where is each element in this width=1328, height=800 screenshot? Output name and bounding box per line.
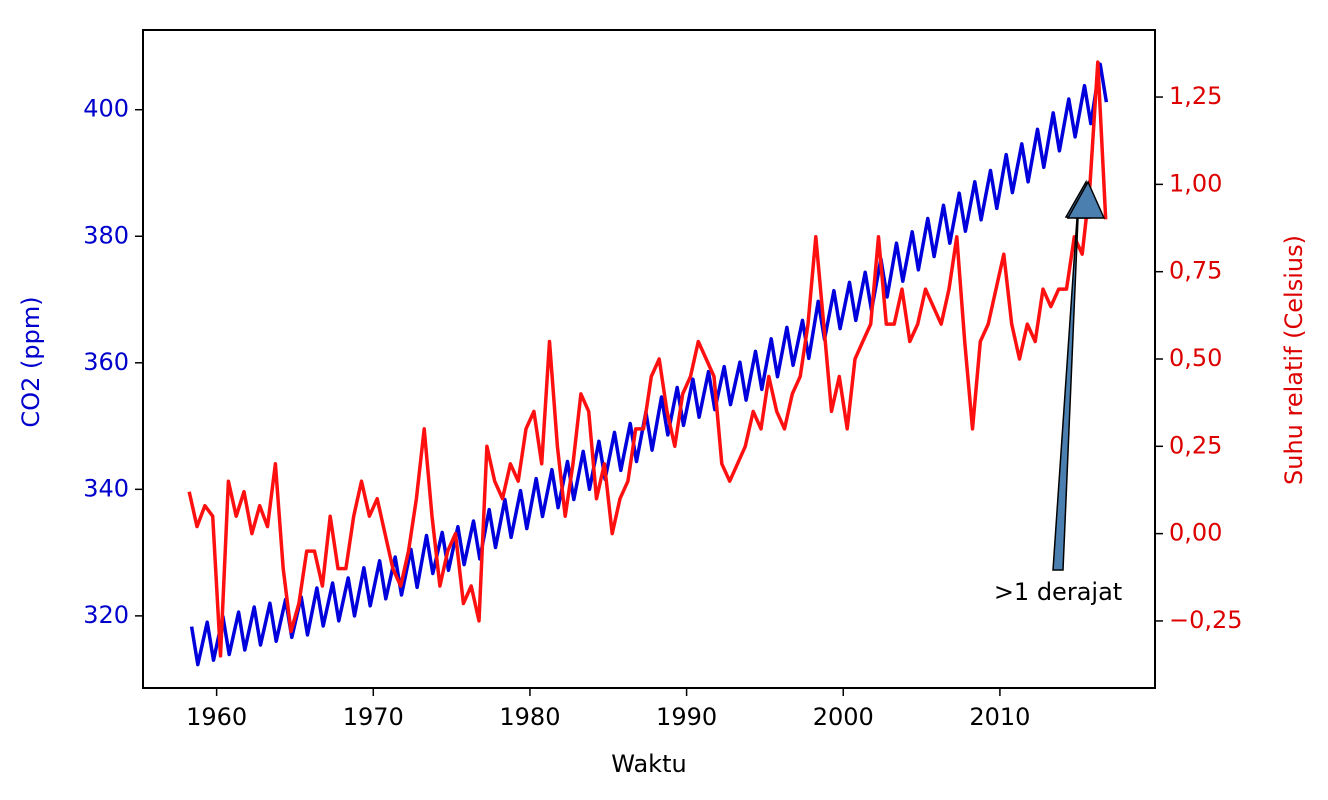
y-axis-label: CO2 (ppm) — [17, 296, 45, 427]
y2-tick-label: −0,25 — [1169, 606, 1243, 634]
y2-tick-label: 1,25 — [1169, 82, 1222, 110]
x-tick-label: 1990 — [656, 703, 717, 731]
line-series — [189, 62, 1109, 667]
y-tick-label: 400 — [83, 95, 129, 123]
x-tick-label: 1960 — [186, 703, 247, 731]
y2-tick-label: 0,25 — [1169, 431, 1222, 459]
annotation-arrow-head — [1066, 180, 1106, 219]
x-tick-label: 2010 — [969, 703, 1030, 731]
y-tick-label: 360 — [83, 348, 129, 376]
line-series — [187, 60, 1108, 658]
y2-tick-label: 0,00 — [1169, 519, 1222, 547]
x-tick-label: 1980 — [499, 703, 560, 731]
x-tick-label: 1970 — [343, 703, 404, 731]
x-tick-label: 2000 — [813, 703, 874, 731]
y-tick-label: 320 — [83, 601, 129, 629]
annotation-text: >1 derajat — [994, 578, 1122, 606]
y-tick-label: 340 — [83, 474, 129, 502]
y2-tick-label: 0,50 — [1169, 344, 1222, 372]
y2-tick-label: 1,00 — [1169, 169, 1222, 197]
y-tick-label: 380 — [83, 221, 129, 249]
x-axis-label: Waktu — [611, 750, 686, 778]
y2-axis-label: Suhu relatif (Celsius) — [1280, 235, 1308, 485]
y2-tick-label: 0,75 — [1169, 257, 1222, 285]
